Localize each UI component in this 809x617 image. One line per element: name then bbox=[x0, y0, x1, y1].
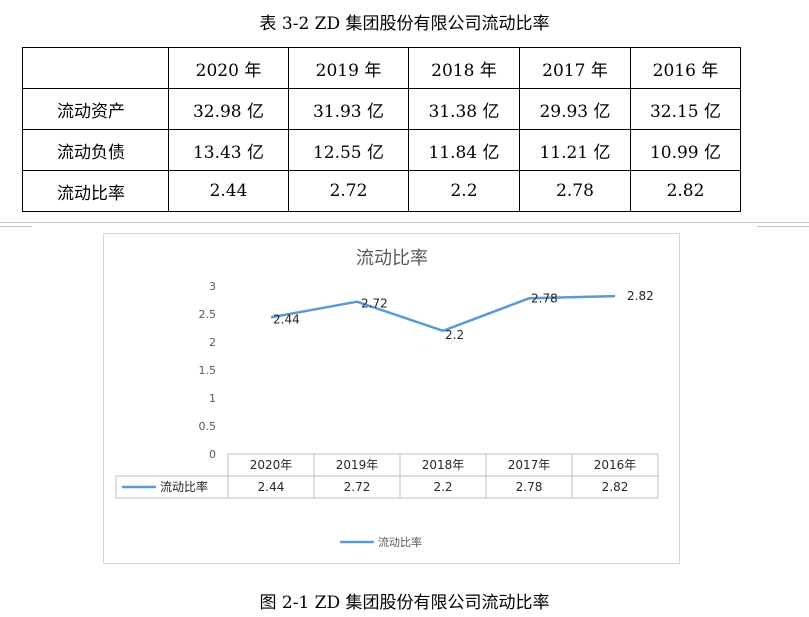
table-header-row: 2020 年 2019 年 2018 年 2017 年 2016 年 bbox=[22, 47, 741, 89]
data-label: 2.72 bbox=[361, 297, 388, 311]
table-cell: 29.93 亿 bbox=[519, 88, 631, 130]
x-tick-label: 2019年 bbox=[336, 458, 379, 472]
table-cell: 2.72 bbox=[288, 170, 409, 212]
table-cell: 32.15 亿 bbox=[630, 88, 741, 130]
data-label: 2.82 bbox=[627, 289, 654, 303]
current-ratio-table: 2020 年 2019 年 2018 年 2017 年 2016 年 流动资产 … bbox=[22, 47, 741, 212]
table-cell: 2.82 bbox=[630, 170, 741, 212]
data-table-value: 2.72 bbox=[344, 480, 371, 494]
y-tick-label: 0.5 bbox=[199, 420, 217, 433]
y-tick-label: 1.5 bbox=[199, 364, 217, 377]
header-cell: 2016 年 bbox=[630, 47, 741, 89]
header-cell: 2020 年 bbox=[168, 47, 289, 89]
data-table-value: 2.78 bbox=[516, 480, 543, 494]
y-tick-label: 0 bbox=[209, 448, 216, 461]
table-cell: 13.43 亿 bbox=[168, 129, 289, 171]
data-table-row-label: 流动比率 bbox=[160, 479, 208, 494]
table-cell: 2.2 bbox=[408, 170, 520, 212]
data-label: 2.44 bbox=[273, 312, 300, 326]
data-label: 2.78 bbox=[531, 291, 558, 305]
table-row: 流动资产 32.98 亿 31.93 亿 31.38 亿 29.93 亿 32.… bbox=[22, 88, 741, 130]
chart-area: 流动比率 0 0.5 1 1.5 2 2.5 3 2.44 2.72 2.2 2.78 2.82 2020… bbox=[103, 233, 680, 564]
chart-title: 流动比率 bbox=[356, 248, 428, 269]
row-label: 流动资产 bbox=[22, 88, 169, 130]
y-tick-label: 2.5 bbox=[199, 308, 217, 321]
x-tick-label: 2020年 bbox=[250, 458, 293, 472]
table-caption: 表 3-2 ZD 集团股份有限公司流动比率 bbox=[259, 14, 550, 34]
table-row: 流动负债 13.43 亿 12.55 亿 11.84 亿 11.21 亿 10.… bbox=[22, 129, 741, 171]
page-break-line bbox=[0, 222, 809, 223]
table-cell: 32.98 亿 bbox=[168, 88, 289, 130]
header-cell: 2018 年 bbox=[408, 47, 520, 89]
page-break-line bbox=[757, 226, 809, 227]
y-tick-label: 2 bbox=[209, 336, 216, 349]
data-table-value: 2.82 bbox=[602, 480, 629, 494]
header-cell: 2017 年 bbox=[519, 47, 631, 89]
data-label: 2.2 bbox=[445, 328, 464, 342]
row-label: 流动比率 bbox=[22, 170, 169, 212]
page-break-line bbox=[0, 226, 32, 227]
table-cell: 31.93 亿 bbox=[288, 88, 409, 130]
table-cell: 2.78 bbox=[519, 170, 631, 212]
header-cell bbox=[22, 47, 169, 89]
y-tick-label: 1 bbox=[209, 392, 216, 405]
table-cell: 11.84 亿 bbox=[408, 129, 520, 171]
line-chart: 流动比率 0 0.5 1 1.5 2 2.5 3 2.44 2.72 2.2 2.78 2.82 2020… bbox=[115, 248, 659, 549]
header-cell: 2019 年 bbox=[288, 47, 409, 89]
series-line bbox=[270, 294, 616, 333]
x-tick-label: 2016年 bbox=[594, 458, 637, 472]
legend-label: 流动比率 bbox=[378, 535, 422, 549]
figure-caption: 图 2-1 ZD 集团股份有限公司流动比率 bbox=[259, 593, 550, 613]
table-cell: 31.38 亿 bbox=[408, 88, 520, 130]
y-tick-label: 3 bbox=[209, 280, 216, 293]
table-cell: 11.21 亿 bbox=[519, 129, 631, 171]
row-label: 流动负债 bbox=[22, 129, 169, 171]
x-tick-label: 2018年 bbox=[422, 458, 465, 472]
table-row: 流动比率 2.44 2.72 2.2 2.78 2.82 bbox=[22, 170, 741, 212]
table-cell: 2.44 bbox=[168, 170, 289, 212]
table-cell: 10.99 亿 bbox=[630, 129, 741, 171]
data-table-value: 2.2 bbox=[433, 480, 452, 494]
data-table-value: 2.44 bbox=[258, 480, 285, 494]
table-cell: 12.55 亿 bbox=[288, 129, 409, 171]
x-tick-label: 2017年 bbox=[508, 458, 551, 472]
